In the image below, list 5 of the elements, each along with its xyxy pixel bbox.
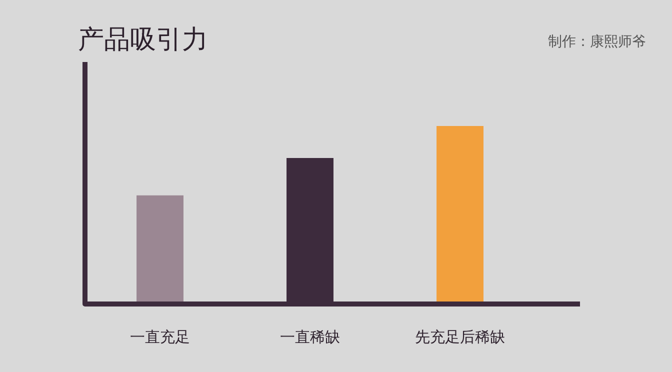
x-tick-label: 一直充足 — [130, 328, 190, 346]
text: 制作：康熙师爷 — [548, 33, 646, 51]
x-tick-label: 先充足后稀缺 — [415, 328, 505, 346]
chart-title: 产品吸引力 — [78, 24, 208, 57]
x-tick-label: 一直稀缺 — [280, 328, 340, 346]
